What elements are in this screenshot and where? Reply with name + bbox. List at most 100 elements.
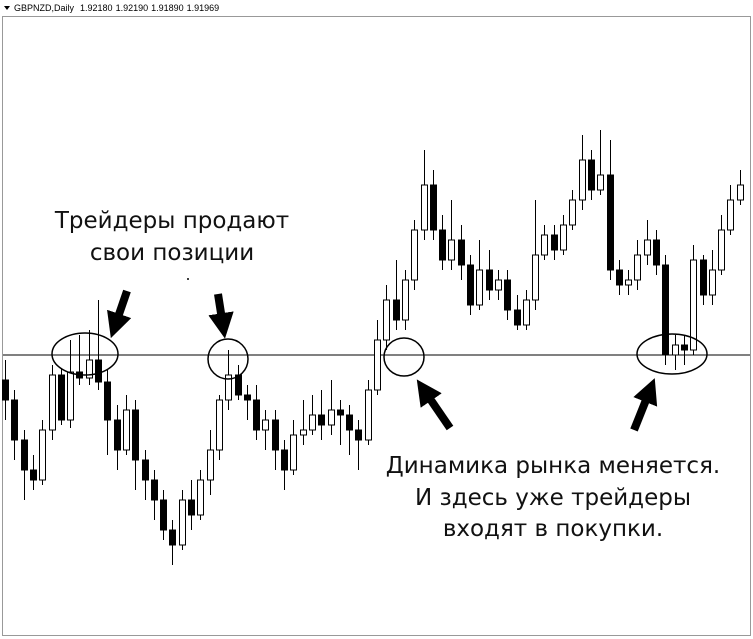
candle-body [160, 499, 167, 531]
candle-body [737, 184, 744, 201]
quote-low: 1.91890 [151, 3, 184, 13]
candle-body [39, 429, 46, 481]
candle-body [411, 229, 418, 281]
candle-body [709, 269, 716, 296]
circle [51, 332, 119, 376]
candle-body [421, 184, 428, 231]
candle-body [439, 229, 446, 261]
candle-body [579, 159, 586, 201]
candle-body [597, 174, 604, 191]
candle-body [504, 279, 511, 311]
candle-body [644, 239, 651, 256]
candle-body [383, 299, 390, 341]
candle-body [169, 529, 176, 546]
candle-body [309, 414, 316, 431]
candle-body [216, 399, 223, 451]
candle-body [718, 229, 725, 271]
candle-body [653, 239, 660, 266]
candle-body [727, 199, 734, 231]
annotation-text: Трейдеры продают [54, 208, 289, 234]
candle-body [114, 419, 121, 451]
candle-body [690, 259, 697, 351]
candle-body [290, 434, 297, 471]
candle-body [569, 199, 576, 226]
candle-body [207, 449, 214, 481]
arrow [107, 289, 132, 339]
candle-body [616, 269, 623, 286]
candle-body [262, 419, 269, 431]
candle-body [86, 359, 93, 379]
annotation-text: Динамика рынка меняется. [386, 453, 720, 479]
candle-body [514, 309, 521, 326]
candle-body [634, 254, 641, 281]
arrow [630, 378, 658, 432]
candle-body [104, 381, 111, 421]
candle-body [244, 394, 251, 401]
candle-body [532, 254, 539, 301]
window-header: GBPNZD,Daily 1.92180 1.92190 1.91890 1.91969 [14, 3, 219, 13]
arrow [208, 293, 234, 339]
dot [187, 278, 189, 280]
window-menu[interactable] [4, 6, 10, 10]
candle-body [300, 429, 307, 436]
circle [207, 338, 249, 380]
candle-body [318, 414, 325, 426]
candle-body [132, 409, 139, 461]
candle-body [95, 359, 102, 383]
candle-body [281, 449, 288, 471]
candle-body [11, 399, 18, 441]
candle-body [467, 264, 474, 306]
candle-body [67, 371, 74, 421]
candle-body [151, 479, 158, 501]
annotation-text: свои позиции [90, 240, 254, 266]
annotation-text: входят в покупки. [443, 516, 663, 542]
quote-close: 1.91969 [187, 3, 220, 13]
candle-body [2, 379, 9, 401]
candle-body [662, 264, 669, 356]
candle-body [486, 269, 493, 291]
candle-body [448, 239, 455, 261]
annotation-text: И здесь уже трейдеры [415, 485, 691, 511]
candle-body [179, 499, 186, 546]
candle-body [188, 499, 195, 516]
candle-body [197, 479, 204, 516]
candle-body [253, 399, 260, 431]
candle-body [523, 299, 530, 326]
candle-body [625, 279, 632, 286]
candle-body [700, 259, 707, 296]
candle-body [365, 389, 372, 441]
candle-body [58, 374, 65, 421]
candle-body [337, 409, 344, 416]
candle-body [681, 344, 688, 351]
candle-body [560, 224, 567, 251]
candle-body [346, 414, 353, 431]
candle-body [235, 374, 242, 396]
quote-high: 1.92190 [116, 3, 149, 13]
candle-body [142, 459, 149, 481]
candle-body [541, 234, 548, 256]
candle-body [495, 279, 502, 291]
candles [2, 130, 750, 565]
quote-open: 1.92180 [80, 3, 113, 13]
candle-body [402, 279, 409, 321]
candle-body [607, 174, 614, 271]
chart-frame [2, 16, 751, 636]
candle-body [272, 419, 279, 451]
circle [636, 333, 708, 375]
candle-body [123, 409, 130, 451]
candle-body [49, 374, 56, 431]
candle-body [374, 339, 381, 391]
candle-body [458, 239, 465, 266]
candle-body [672, 344, 679, 356]
candle-body [328, 409, 335, 426]
candle-body [225, 374, 232, 401]
candle-body [551, 234, 558, 251]
circle [383, 337, 425, 377]
candle-body [355, 429, 362, 441]
annotations: Трейдеры продают свои позиции Динамика р… [51, 208, 720, 542]
arrow [416, 379, 454, 431]
